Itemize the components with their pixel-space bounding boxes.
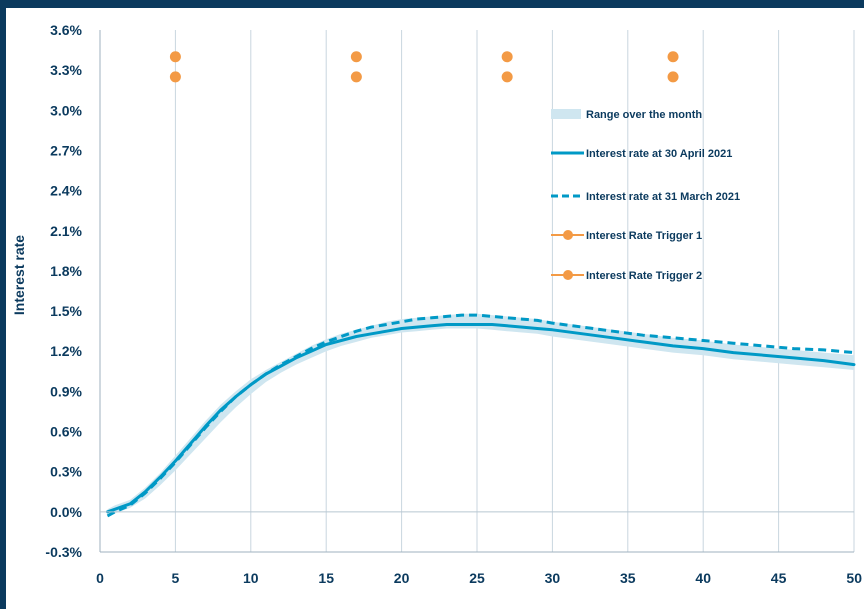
y-tick-label: 0.0% bbox=[50, 504, 82, 520]
y-tick-label: 3.6% bbox=[50, 22, 82, 38]
legend-swatch-marker bbox=[563, 270, 573, 280]
y-tick-label: 1.8% bbox=[50, 263, 82, 279]
legend-label: Range over the month bbox=[586, 109, 702, 121]
x-tick-label: 5 bbox=[172, 570, 180, 586]
legend-label: Interest rate at 30 April 2021 bbox=[586, 148, 732, 160]
chart-panel bbox=[6, 8, 864, 609]
legend-label: Interest Rate Trigger 1 bbox=[586, 230, 702, 242]
y-tick-label: -0.3% bbox=[45, 544, 82, 560]
trigger-point-1 bbox=[169, 51, 181, 63]
y-tick-label: 2.7% bbox=[50, 142, 82, 158]
legend: Range over the month Interest rate at 30 … bbox=[551, 109, 740, 282]
axes bbox=[99, 30, 854, 553]
x-tick-label: 35 bbox=[620, 570, 636, 586]
y-axis-label: Interest rate bbox=[11, 235, 27, 315]
trigger-points-layer bbox=[169, 51, 679, 83]
x-tick-label: 50 bbox=[846, 570, 862, 586]
y-tick-label: 3.3% bbox=[50, 62, 82, 78]
trigger-point-2 bbox=[667, 71, 679, 83]
series-line-31-march bbox=[106, 313, 855, 518]
y-tick-label: 3.0% bbox=[50, 102, 82, 118]
y-tick-labels: -0.3% 0.0% 0.3% 0.6% 0.9% 1.2% 1.5% 1.8% 2.1% 2.4… bbox=[45, 22, 82, 560]
trigger-point-1 bbox=[667, 51, 679, 63]
x-tick-label: 20 bbox=[394, 570, 410, 586]
x-tick-label: 45 bbox=[771, 570, 787, 586]
y-tick-label: 0.3% bbox=[50, 464, 82, 480]
x-tick-label: 30 bbox=[545, 570, 561, 586]
series-line-30-april bbox=[106, 323, 856, 514]
trigger-point-1 bbox=[501, 51, 513, 63]
range-band-layer bbox=[107, 313, 854, 518]
y-tick-label: 0.9% bbox=[50, 383, 82, 399]
legend-label: Interest rate at 31 March 2021 bbox=[586, 191, 740, 203]
x-tick-labels: 0 5 10 15 20 25 30 35 40 45 50 bbox=[96, 570, 862, 586]
trigger-point-2 bbox=[350, 71, 362, 83]
y-tick-label: 2.4% bbox=[50, 183, 82, 199]
x-tick-label: 15 bbox=[318, 570, 334, 586]
vertical-gridlines bbox=[174, 30, 855, 552]
legend-label: Interest Rate Trigger 2 bbox=[586, 270, 702, 282]
y-tick-label: 0.6% bbox=[50, 424, 82, 440]
series-lines-layer bbox=[106, 313, 856, 518]
y-tick-label: 1.5% bbox=[50, 303, 82, 319]
range-band bbox=[107, 313, 854, 518]
x-tick-label: 10 bbox=[243, 570, 259, 586]
top-bar bbox=[0, 0, 864, 8]
trigger-point-1 bbox=[350, 51, 362, 63]
x-tick-label: 0 bbox=[96, 570, 104, 586]
legend-swatch-band bbox=[551, 109, 581, 119]
trigger-point-2 bbox=[169, 71, 181, 83]
x-tick-label: 40 bbox=[695, 570, 711, 586]
y-tick-label: 1.2% bbox=[50, 343, 82, 359]
legend-swatch-marker bbox=[563, 230, 573, 240]
y-tick-label: 2.1% bbox=[50, 223, 82, 239]
x-tick-label: 25 bbox=[469, 570, 485, 586]
trigger-point-2 bbox=[501, 71, 513, 83]
